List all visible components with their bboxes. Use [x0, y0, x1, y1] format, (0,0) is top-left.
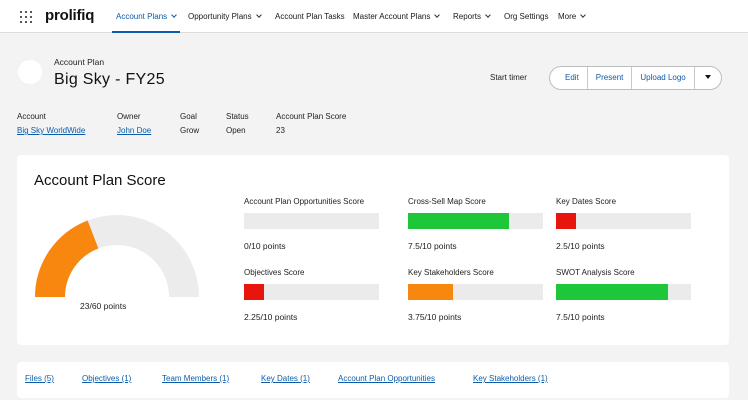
field-label: Account Plan Score [276, 112, 347, 121]
metric-bar-fill [408, 213, 510, 229]
related-tabs: Files (5) Objectives (1) Team Members (1… [17, 362, 729, 398]
metric-bar-track [556, 213, 691, 229]
nav-label: Org Settings [504, 12, 549, 21]
chevron-down-icon [485, 12, 491, 18]
field-goal: Goal Grow [180, 112, 199, 135]
metric-bar-fill [244, 284, 265, 300]
metric-points: 3.75/10 points [408, 312, 462, 322]
caret-down-icon [704, 75, 711, 79]
metric-label: Key Stakeholders Score [408, 268, 494, 277]
metric-bar-fill [408, 284, 453, 300]
tab-account-plan-opportunities[interactable]: Account Plan Opportunities [338, 374, 435, 383]
metric-bar-track [408, 284, 543, 300]
nav-org-settings[interactable]: Org Settings [504, 0, 548, 33]
field-label: Goal [180, 112, 197, 121]
metric-swot-analysis: SWOT Analysis Score 7.5/10 points [556, 268, 691, 322]
upload-logo-button[interactable]: Upload Logo [632, 67, 695, 89]
chevron-down-icon [255, 12, 262, 18]
brand-logo: prolifiq [45, 7, 95, 24]
chevron-down-icon [434, 12, 441, 18]
nav-reports[interactable]: Reports [453, 0, 491, 33]
metric-label: Key Dates Score [556, 197, 617, 206]
metric-cross-sell-map: Cross-Sell Map Score 7.5/10 points [408, 197, 543, 251]
nav-label: Account Plans [116, 12, 168, 21]
owner-link[interactable]: John Doe [117, 126, 152, 135]
metric-bar-fill [556, 213, 577, 229]
metric-bar-track [408, 213, 543, 229]
nav-opportunity-plans[interactable]: Opportunity Plans [188, 0, 262, 33]
metric-bar-fill [556, 284, 669, 300]
metric-points: 2.5/10 points [556, 241, 605, 251]
tab-objectives[interactable]: Objectives (1) [82, 374, 132, 383]
nav-label: Reports [453, 12, 482, 21]
field-account-plan-score: Account Plan Score 23 [276, 112, 346, 135]
metric-bar-track [244, 213, 379, 229]
nav-label: More [558, 12, 577, 21]
field-account: Account Big Sky WorldWide [17, 112, 85, 135]
present-button[interactable]: Present [588, 67, 633, 89]
metric-bar-track [244, 284, 379, 300]
field-label: Owner [117, 112, 141, 121]
tab-files[interactable]: Files (5) [25, 374, 54, 383]
metric-points: 7.5/10 points [408, 241, 457, 251]
start-timer-button[interactable]: Start timer [490, 73, 527, 82]
metric-key-dates: Key Dates Score 2.5/10 points [556, 197, 691, 251]
tab-team-members[interactable]: Team Members (1) [162, 374, 230, 383]
metric-objectives: Objectives Score 2.25/10 points [244, 268, 379, 322]
header-button-group: Edit Present Upload Logo [549, 66, 722, 90]
metric-label: SWOT Analysis Score [556, 268, 635, 277]
chevron-down-icon [171, 12, 177, 18]
field-label: Account [17, 112, 46, 121]
account-link[interactable]: Big Sky WorldWide [17, 126, 86, 135]
metric-bar-track [556, 284, 691, 300]
field-label: Status [226, 112, 249, 121]
metric-points: 2.25/10 points [244, 312, 298, 322]
score-card-title: Account Plan Score [34, 172, 166, 189]
nav-label: Master Account Plans [353, 12, 431, 21]
edit-button[interactable]: Edit [550, 67, 588, 89]
nav-label: Opportunity Plans [188, 12, 252, 21]
metric-label: Cross-Sell Map Score [408, 197, 486, 206]
nav-account-plan-tasks[interactable]: Account Plan Tasks [275, 0, 345, 33]
metric-points: 0/10 points [244, 241, 286, 251]
account-logo-avatar [18, 60, 42, 84]
tab-key-dates[interactable]: Key Dates (1) [261, 374, 310, 383]
metric-label: Objectives Score [244, 268, 305, 277]
page-title: Big Sky - FY25 [54, 71, 165, 88]
field-value: Open [226, 126, 246, 135]
app-launcher-icon[interactable] [20, 11, 32, 23]
score-gauge [35, 215, 199, 297]
chevron-down-icon [580, 12, 587, 18]
nav-label: Account Plan Tasks [275, 12, 345, 21]
field-status: Status Open [226, 112, 249, 135]
score-card: Account Plan Score 23/60 points Account … [17, 155, 729, 345]
field-owner: Owner John Doe [117, 112, 151, 135]
metric-label: Account Plan Opportunities Score [244, 197, 365, 206]
top-nav: prolifiq Account Plans Opportunity Plans… [0, 0, 748, 33]
plan-kicker: Account Plan [54, 57, 105, 67]
more-actions-button[interactable] [695, 67, 721, 89]
nav-more[interactable]: More [558, 0, 587, 33]
gauge-label: 23/60 points [80, 301, 127, 311]
nav-master-account-plans[interactable]: Master Account Plans [353, 0, 441, 33]
metric-points: 7.5/10 points [556, 312, 605, 322]
field-value: 23 [276, 126, 285, 135]
field-value: Grow [180, 126, 200, 135]
metric-opportunities: Account Plan Opportunities Score 0/10 po… [244, 197, 379, 251]
metric-key-stakeholders: Key Stakeholders Score 3.75/10 points [408, 268, 543, 322]
nav-account-plans[interactable]: Account Plans [112, 0, 181, 33]
tab-key-stakeholders[interactable]: Key Stakeholders (1) [473, 374, 548, 383]
gauge-fill [35, 220, 99, 297]
